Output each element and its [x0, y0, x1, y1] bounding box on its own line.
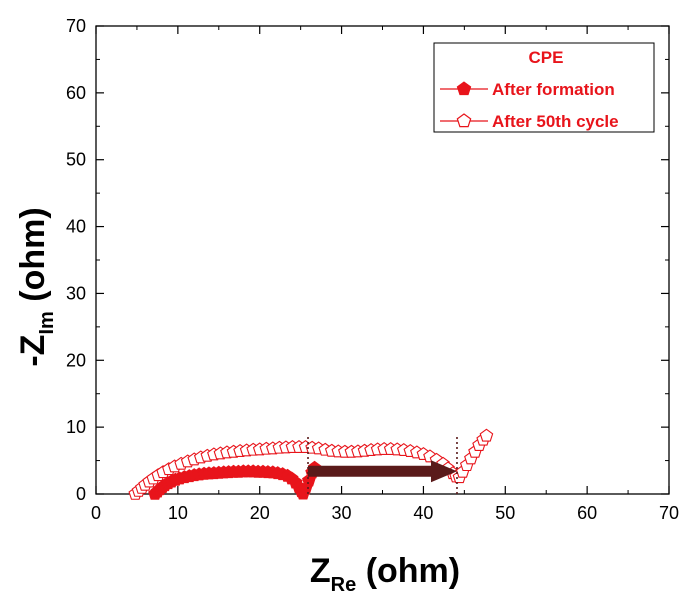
chart-marks — [128, 428, 494, 500]
x-tick-label: 20 — [250, 503, 270, 523]
x-tick-label: 70 — [659, 503, 679, 523]
y-tick-label: 30 — [66, 283, 86, 303]
y-tick-label: 40 — [66, 217, 86, 237]
y-tick-label: 60 — [66, 83, 86, 103]
y-tick-label: 50 — [66, 150, 86, 170]
legend-marker-after-formation — [456, 81, 472, 96]
x-tick-label: 50 — [495, 503, 515, 523]
chart-axes: 0 10 20 30 40 50 60 70 0 10 20 30 40 50 60 70 — [66, 16, 679, 523]
y-tick-label: 70 — [66, 16, 86, 36]
legend-marker-after-50th-cycle — [456, 113, 472, 128]
shift-arrow — [308, 460, 457, 483]
y-axis-title-unit: (ohm) — [14, 207, 52, 311]
y-axis-title: -ZIm (ohm) — [14, 207, 58, 366]
x-tick-label: 60 — [577, 503, 597, 523]
y-axis-title-sub: Im — [36, 311, 58, 334]
series-after-50th-cycle — [128, 428, 494, 500]
data-point — [479, 428, 494, 442]
x-axis-title-main: Z — [310, 552, 331, 590]
legend-label-after-50th-cycle: After 50th cycle — [492, 112, 619, 131]
legend-title: CPE — [529, 48, 564, 67]
x-axis-title: ZRe (ohm) — [310, 552, 460, 596]
y-tick-label: 20 — [66, 350, 86, 370]
series-after-formation — [148, 460, 322, 500]
legend: CPE After formation After 50th cycle — [433, 42, 655, 133]
x-tick-label: 30 — [332, 503, 352, 523]
x-axis-title-unit: (ohm) — [356, 552, 460, 590]
x-tick-label: 0 — [91, 503, 101, 523]
legend-label-after-formation: After formation — [492, 80, 615, 99]
x-tick-label: 40 — [413, 503, 433, 523]
x-axis-title-sub: Re — [331, 574, 357, 596]
chart-annotations — [307, 436, 458, 494]
y-tick-label: 0 — [76, 484, 86, 504]
y-tick-label: 10 — [66, 417, 86, 437]
x-tick-label: 10 — [168, 503, 188, 523]
y-axis-title-prefix: -Z — [14, 335, 52, 367]
